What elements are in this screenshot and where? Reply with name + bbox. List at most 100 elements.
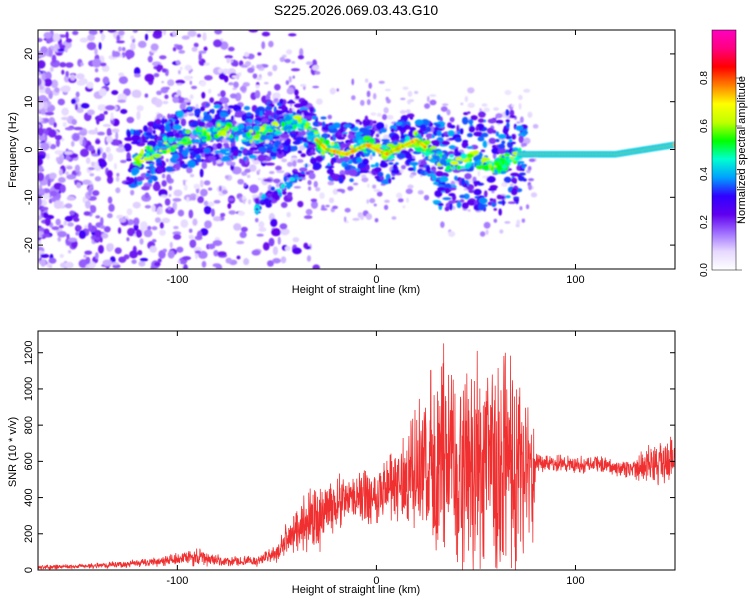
spectrogram-cell <box>51 54 57 64</box>
spectrogram-cell <box>154 217 161 223</box>
spectrogram-cell <box>59 184 66 193</box>
spectrogram-cell <box>369 198 376 204</box>
spectrogram-cell <box>163 141 168 145</box>
spectrogram-cell <box>315 155 324 162</box>
spectrogram-cell <box>57 98 65 106</box>
spectrogram-cell <box>381 138 391 142</box>
spectrogram-cell <box>307 186 312 191</box>
spectrogram-cell <box>161 149 168 154</box>
spectrogram-cell <box>388 162 394 165</box>
spectrogram-cell <box>129 42 136 51</box>
spectrogram-cell <box>456 124 460 133</box>
spectrogram-cell <box>98 160 107 168</box>
spectrogram-cell <box>133 217 140 226</box>
spectrogram-cell <box>254 139 260 144</box>
spectrogram-cell <box>130 141 141 145</box>
spectrogram-cell <box>402 205 406 209</box>
spectrogram-cell <box>194 250 201 254</box>
spectrogram-cell <box>198 120 206 128</box>
spectrogram-cell <box>43 101 49 110</box>
spectrogram-cell <box>401 165 406 170</box>
spectrogram-cell <box>466 132 473 138</box>
spectrogram-cell <box>179 103 186 110</box>
spectrogram-cell <box>97 244 104 254</box>
spectrogram-cell <box>82 138 86 148</box>
spectrogram-cell <box>473 188 482 196</box>
spectrogram-cell <box>419 124 427 130</box>
spectrogram-cell <box>94 77 101 83</box>
spectrogram-cell <box>312 85 320 89</box>
spectrogram-cell <box>461 116 469 125</box>
spectrogram-cell <box>144 93 149 98</box>
spectrogram-cell <box>273 98 279 102</box>
spectrogram-cell <box>201 161 208 170</box>
spectrogram-cell <box>327 114 333 120</box>
spectrogram-cell <box>42 192 50 200</box>
spectrogram-cell <box>372 93 377 100</box>
spectrogram-cell <box>361 177 369 183</box>
spectrogram-cell <box>54 150 64 155</box>
spectrogram-cell <box>217 68 223 74</box>
spectrogram-cell <box>44 111 55 116</box>
y-tick-label: 400 <box>23 488 35 506</box>
spectrogram-cell <box>516 165 521 171</box>
spectrogram-cell <box>284 58 291 63</box>
spectrogram-cell <box>57 48 65 52</box>
spectrogram-cell <box>41 233 51 238</box>
spectrogram-cell <box>236 255 241 260</box>
spectrogram-cell <box>476 159 482 166</box>
spectrogram-cell <box>287 145 292 153</box>
spectrogram-cell <box>221 189 228 195</box>
spectrogram-cell <box>444 206 450 212</box>
spectrogram-cell <box>192 120 199 126</box>
spectrogram-cell <box>72 30 79 36</box>
spectrogram-cell <box>283 139 291 147</box>
spectrogram-cell <box>90 161 95 167</box>
spectrogram-cell <box>143 153 147 158</box>
spectrogram-cell <box>495 138 500 143</box>
spectrogram-cell <box>311 64 320 71</box>
spectrogram-cell <box>102 76 110 85</box>
spectrogram-cell <box>297 118 303 124</box>
spectrogram-cell <box>198 52 202 62</box>
spectrogram-cell <box>324 139 330 146</box>
spectrogram-cell <box>188 112 195 117</box>
spectrogram-cell <box>173 225 179 230</box>
spectrogram-cell <box>194 108 201 115</box>
spectrogram-cell <box>45 71 52 80</box>
spectrogram-cell <box>131 259 137 265</box>
spectrogram-cell <box>66 165 73 170</box>
spectrogram-cell <box>80 103 90 109</box>
spectrogram-cell <box>234 110 244 118</box>
spectrogram-cell <box>384 199 390 203</box>
spectrogram-cell <box>271 228 281 237</box>
spectrogram-cell <box>368 82 373 89</box>
spectrogram-cell <box>329 87 336 95</box>
spectrogram-cell <box>223 152 233 156</box>
spectrogram-cell <box>224 55 234 59</box>
spectrogram-cell <box>70 74 76 81</box>
spectrogram-cell <box>110 139 120 146</box>
spectrogram-cell <box>232 126 239 132</box>
spectrogram-cell <box>525 204 530 210</box>
spectrogram-cell <box>249 146 259 151</box>
spectrogram-cell <box>299 47 304 57</box>
spectrogram-cell <box>274 83 281 91</box>
spectrogram-cell <box>254 117 264 122</box>
spectrogram-cell <box>144 204 152 209</box>
spectrogram-cell <box>372 152 376 157</box>
spectrogram-cell <box>38 164 44 172</box>
spectrogram-cell <box>486 175 496 183</box>
spectrogram-cell <box>375 122 385 130</box>
spectrogram-cell <box>337 136 346 140</box>
spectrogram-cell <box>459 128 464 135</box>
spectrogram-cell <box>58 177 66 183</box>
spectrogram-cell <box>136 176 143 182</box>
spectrogram-cell <box>259 134 268 141</box>
spectrogram-cell <box>161 117 165 125</box>
spectrogram-cell <box>233 81 239 89</box>
spectrogram-cell <box>405 109 411 114</box>
spectrogram-cell <box>284 246 291 252</box>
spectrogram-cell <box>48 117 56 126</box>
spectrogram-cell <box>213 199 221 204</box>
